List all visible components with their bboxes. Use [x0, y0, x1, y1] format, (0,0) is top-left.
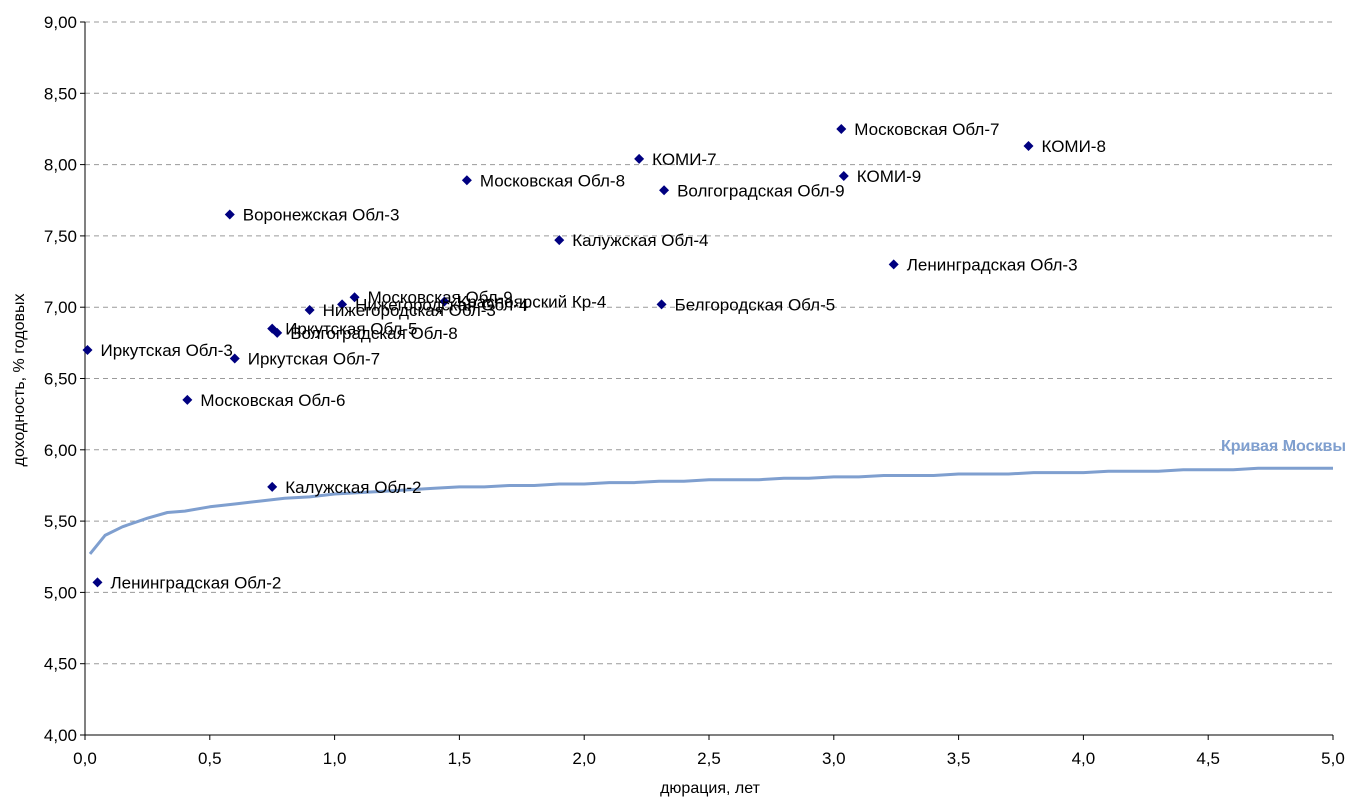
y-tick-label: 7,00: [44, 298, 77, 317]
data-point-marker: [337, 299, 348, 310]
y-tick-label: 5,50: [44, 512, 77, 531]
data-point-marker: [634, 153, 645, 164]
x-tick-label: 2,0: [572, 749, 596, 768]
y-tick-label: 4,00: [44, 726, 77, 745]
data-point-label: Нижегородская Обл-3: [323, 301, 496, 320]
data-point-marker: [267, 481, 278, 492]
data-point-label: КОМИ-8: [1041, 137, 1105, 156]
data-point-label: Иркутская Обл-5: [285, 320, 417, 339]
curve-series-label: Кривая Москвы: [1221, 438, 1346, 455]
data-point-marker: [92, 577, 103, 588]
data-point-label: Московская Обл-6: [200, 391, 345, 410]
x-tick-label: 4,0: [1072, 749, 1096, 768]
data-point-label: Московская Обл-9: [368, 288, 513, 307]
data-point-label: Воронежская Обл-3: [243, 206, 400, 225]
data-point-label: Белгородская Обл-5: [675, 295, 836, 314]
y-tick-label: 5,00: [44, 583, 77, 602]
labels-layer: Ленинградская Обл-2 Иркутская Обл-3 Москов…: [100, 120, 1105, 592]
data-point-label: Калужская Обл-2: [285, 478, 421, 497]
data-point-marker: [656, 299, 667, 310]
data-point-marker: [182, 394, 193, 405]
data-point-label: Московская Обл-7: [854, 120, 999, 139]
data-point-label: Красноярский Кр-4: [457, 292, 606, 311]
data-point-label: Ленинградская Обл-3: [907, 255, 1078, 274]
y-tick-label: 7,50: [44, 227, 77, 246]
x-tick-label: 3,5: [947, 749, 971, 768]
x-tick-label: 2,5: [697, 749, 721, 768]
data-point-marker: [888, 259, 899, 270]
x-tick-label: 0,5: [198, 749, 222, 768]
data-point-marker: [82, 344, 93, 355]
data-point-marker: [836, 123, 847, 134]
data-point-marker: [349, 292, 360, 303]
y-tick-label: 9,00: [44, 13, 77, 32]
data-point-marker: [304, 305, 315, 316]
data-point-marker: [229, 353, 240, 364]
data-point-marker: [224, 209, 235, 220]
y-tick-label: 8,50: [44, 84, 77, 103]
data-point-marker: [1023, 141, 1034, 152]
data-point-marker: [838, 171, 849, 182]
data-point-label: Волгоградская Обл-9: [677, 181, 845, 200]
data-point-marker: [439, 296, 450, 307]
data-point-label: Волгоградская Обл-8: [290, 324, 458, 343]
data-point-marker: [461, 175, 472, 186]
x-tick-label: 5,0: [1321, 749, 1345, 768]
axis-layer: 4,00 4,50 5,00 5,50 6,00 6,50 7,00 7,50 8,00 8,50…: [44, 13, 1345, 768]
data-point-label: Иркутская Обл-7: [248, 350, 380, 369]
x-tick-label: 1,0: [323, 749, 347, 768]
x-tick-label: 4,5: [1196, 749, 1220, 768]
moscow-curve-line: [88, 466, 1333, 555]
x-tick-label: 0,0: [73, 749, 97, 768]
y-tick-label: 6,50: [44, 370, 77, 389]
data-point-label: Калужская Обл-4: [572, 231, 708, 250]
data-point-marker: [272, 327, 283, 338]
data-point-label: Московская Обл-8: [480, 171, 625, 190]
curve-layer: [88, 466, 1333, 555]
x-tick-label: 1,5: [448, 749, 472, 768]
data-point-label: Нижегородская Обл-4: [355, 295, 528, 314]
data-point-marker: [554, 235, 565, 246]
data-point-label: КОМИ-9: [857, 167, 921, 186]
y-axis-title: доходность, % годовых: [11, 294, 28, 467]
points-layer: [82, 123, 1034, 588]
x-tick-label: 3,0: [822, 749, 846, 768]
y-tick-label: 6,00: [44, 441, 77, 460]
data-point-label: Иркутская Обл-3: [100, 341, 232, 360]
data-point-marker: [659, 185, 670, 196]
data-point-label: Ленинградская Обл-2: [110, 573, 281, 592]
x-axis-title: дюрация, лет: [660, 780, 760, 797]
data-point-label: КОМИ-7: [652, 150, 716, 169]
y-tick-label: 4,50: [44, 655, 77, 674]
y-tick-label: 8,00: [44, 156, 77, 175]
grid-layer: [85, 21, 1333, 665]
